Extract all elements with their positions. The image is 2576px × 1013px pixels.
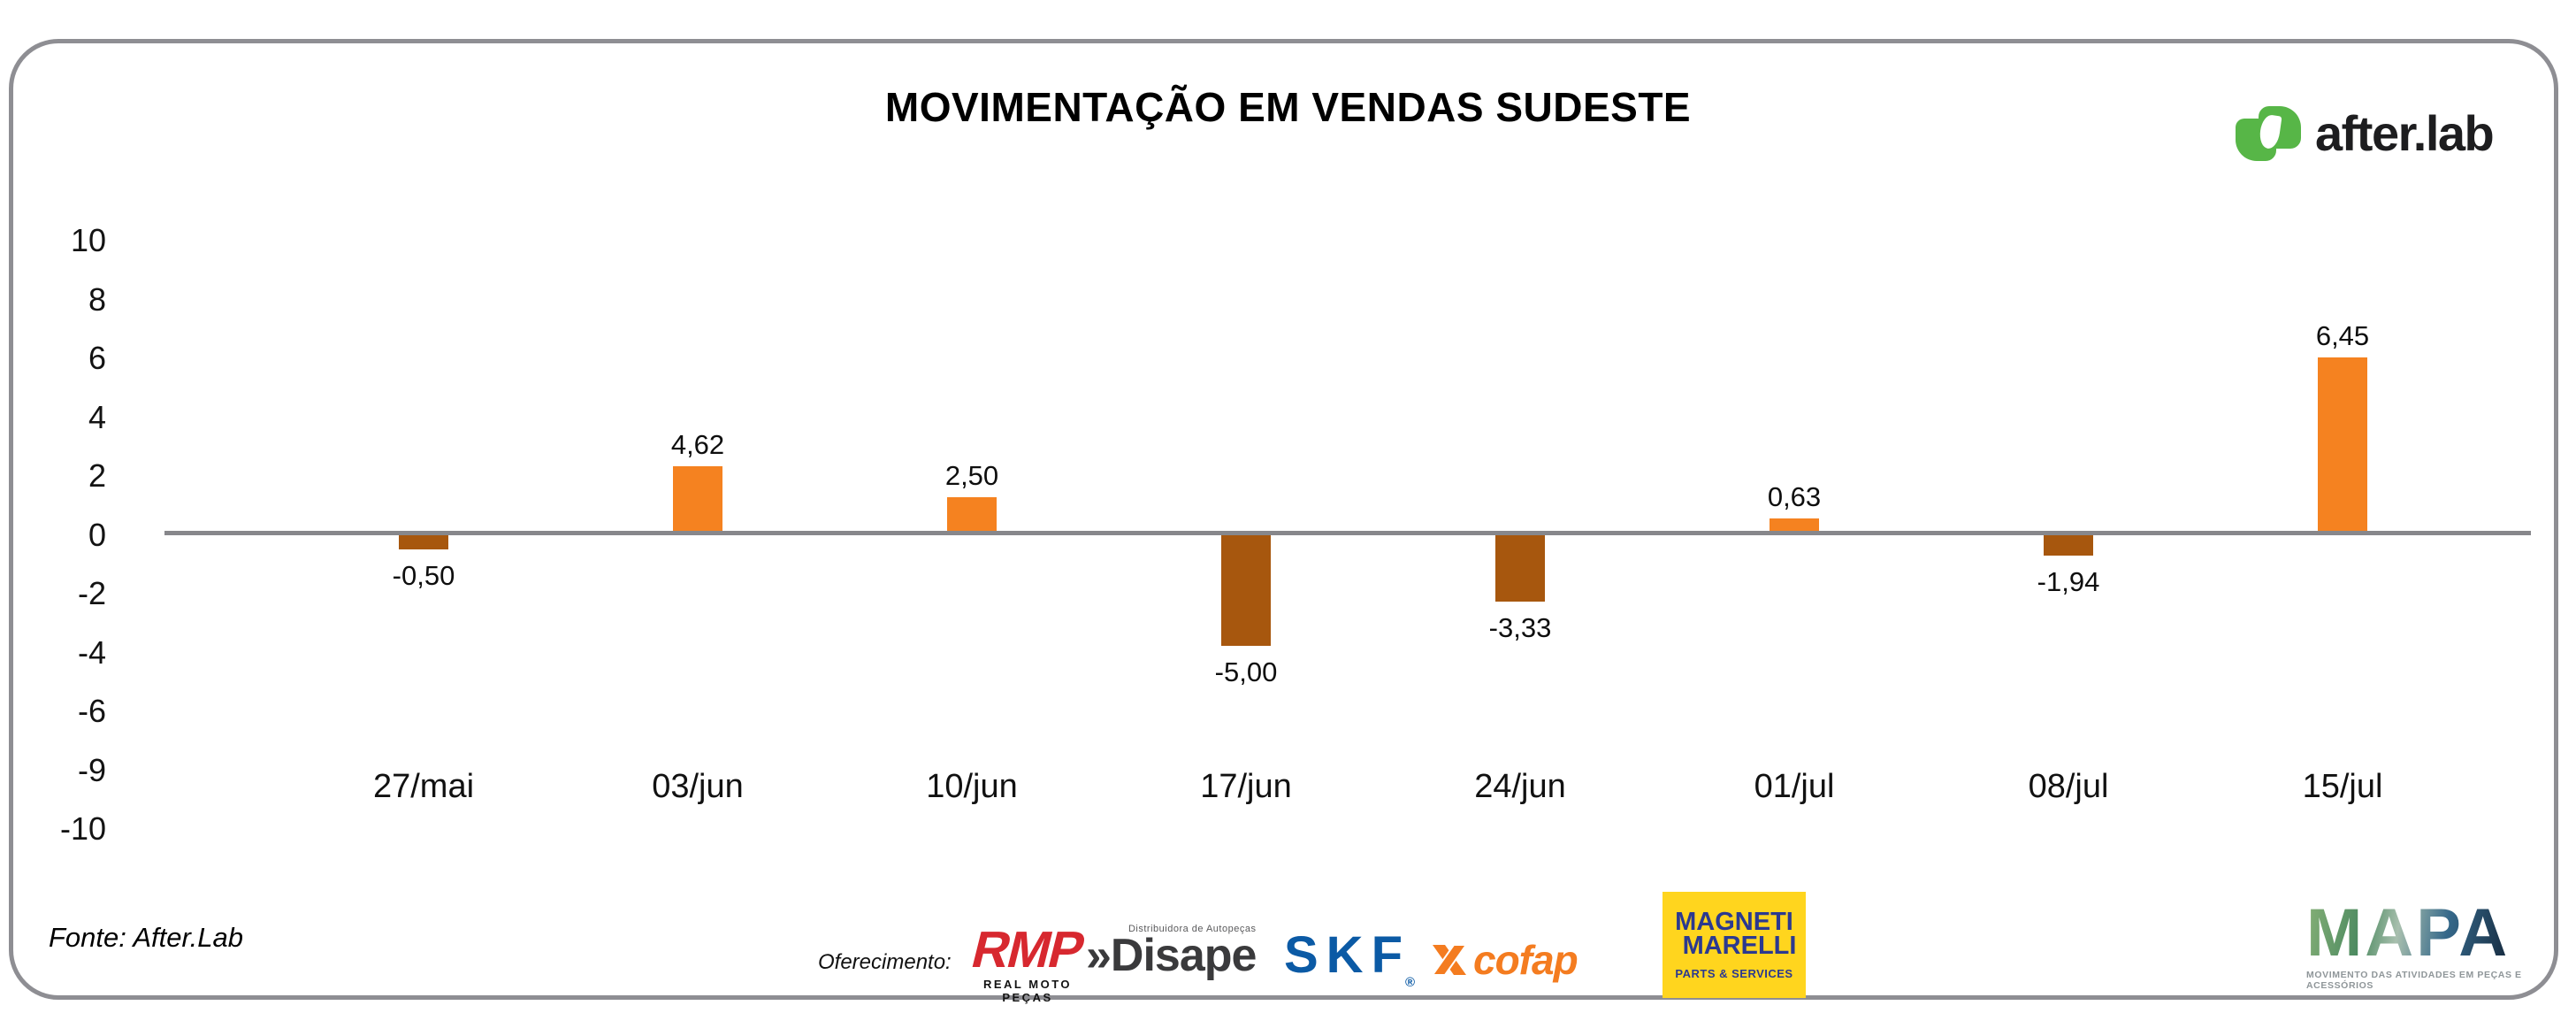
rmp-logo-subtext: REAL MOTO PEÇAS xyxy=(982,978,1073,1004)
bar-value-label: -1,94 xyxy=(2037,566,2100,597)
x-tick-label: 03/jun xyxy=(652,768,744,805)
x-tick-label: 15/jul xyxy=(2302,768,2383,805)
bar-group-08jul: -1,94 08/jul xyxy=(1931,221,2205,840)
bar-08jul xyxy=(2044,535,2093,556)
y-tick-label: -10 xyxy=(59,810,106,847)
bar-value-label: 4,62 xyxy=(670,429,725,460)
skf-logo: SKF® xyxy=(1284,930,1416,1008)
magneti-marelli-subtext: PARTS & SERVICES xyxy=(1675,966,1793,980)
bar-value-label: -3,33 xyxy=(1488,612,1552,643)
y-tick-label: -2 xyxy=(77,575,106,611)
disape-logo: Distribuidora de Autopeças »Disape xyxy=(1086,924,1257,981)
bar-group-27mai: -0,50 27/mai xyxy=(287,221,561,840)
x-tick-label: 27/mai xyxy=(372,768,475,805)
bar-03jun xyxy=(673,466,722,531)
mapa-logo-text: MAPA xyxy=(2306,895,2511,971)
bar-value-label: 6,45 xyxy=(2315,320,2370,351)
bar-10jun xyxy=(947,497,997,531)
bar-group-01jul: 0,63 01/jul xyxy=(1657,221,1931,840)
bar-15jul xyxy=(2318,357,2367,531)
magneti-marelli-line1: MAGNETI xyxy=(1675,907,1793,936)
mapa-logo: MAPA MOVIMENTO DAS ATIVIDADES EM PEÇAS E… xyxy=(2306,895,2563,992)
bar-01jul xyxy=(1770,518,1819,531)
y-tick-label: 0 xyxy=(88,517,106,553)
x-tick-label: 01/jul xyxy=(1754,768,1835,805)
chart-card xyxy=(9,39,2558,1000)
x-axis-line xyxy=(164,531,2531,535)
chart-title: MOVIMENTAÇÃO EM VENDAS SUDESTE xyxy=(884,84,1692,130)
bar-group-17jun: -5,00 17/jun xyxy=(1109,221,1383,840)
bar-27mai xyxy=(399,535,448,549)
magneti-marelli-line2: MARELLI xyxy=(1682,931,1797,960)
bar-value-label: -5,00 xyxy=(1214,656,1278,687)
mapa-logo-subtext: MOVIMENTO DAS ATIVIDADES EM PEÇAS E ACES… xyxy=(2306,970,2522,991)
cofap-logo-text: cofap xyxy=(1473,937,1578,983)
bar-17jun xyxy=(1221,535,1271,646)
y-tick-label: -9 xyxy=(77,752,106,788)
bar-group-15jul: 6,45 15/jul xyxy=(2205,221,2480,840)
bar-value-label: 2,50 xyxy=(944,460,999,491)
disape-logo-text: »Disape xyxy=(1086,930,1257,981)
bar-value-label: -0,50 xyxy=(392,560,455,591)
y-tick-label: 6 xyxy=(88,340,106,376)
y-tick-label: 8 xyxy=(88,281,106,318)
x-tick-label: 08/jul xyxy=(2028,768,2109,805)
y-tick-label: -4 xyxy=(77,634,106,671)
registered-mark-icon: ® xyxy=(1405,975,1416,990)
cofap-x-icon xyxy=(1431,944,1468,976)
x-tick-label: 17/jun xyxy=(1200,768,1292,805)
magneti-marelli-logo: MAGNETI MARELLI PARTS & SERVICES xyxy=(1663,892,1806,998)
y-tick-label: 4 xyxy=(88,399,106,435)
afterlab-logo: after.lab xyxy=(2236,104,2495,162)
cofap-logo: cofap xyxy=(1431,936,1578,984)
bar-24jun xyxy=(1495,535,1545,602)
bar-value-label: 0,63 xyxy=(1767,481,1822,512)
afterlab-leaf-icon xyxy=(2236,105,2303,161)
x-tick-label: 10/jun xyxy=(926,768,1018,805)
bar-group-24jun: -3,33 24/jun xyxy=(1383,221,1657,840)
rmp-logo-text: RMP xyxy=(966,921,1089,978)
skf-logo-text: SKF xyxy=(1284,926,1410,984)
y-tick-label: -6 xyxy=(77,693,106,729)
bar-group-03jun: 4,62 03/jun xyxy=(561,221,835,840)
afterlab-logo-text: after.lab xyxy=(2315,105,2495,161)
y-tick-label: 10 xyxy=(70,222,106,258)
offering-label: Oferecimento: xyxy=(818,950,952,974)
disape-logo-subtext: Distribuidora de Autopeças xyxy=(1127,924,1257,934)
bar-group-10jun: 2,50 10/jun xyxy=(835,221,1109,840)
x-tick-label: 24/jun xyxy=(1474,768,1566,805)
y-tick-label: 2 xyxy=(88,457,106,494)
rmp-logo: RMP REAL MOTO PEÇAS xyxy=(961,921,1094,1004)
source-note: Fonte: After.Lab xyxy=(49,922,243,953)
